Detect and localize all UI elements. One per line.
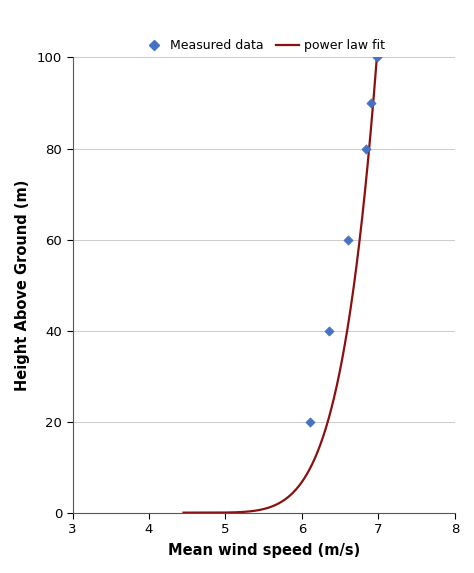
Y-axis label: Height Above Ground (m): Height Above Ground (m) <box>15 179 30 391</box>
Point <box>373 53 381 62</box>
Point <box>325 326 332 335</box>
X-axis label: Mean wind speed (m/s): Mean wind speed (m/s) <box>168 543 360 558</box>
Point <box>368 99 375 108</box>
Point <box>344 235 352 244</box>
Legend: Measured data, power law fit: Measured data, power law fit <box>137 34 390 57</box>
Point <box>306 417 313 426</box>
Point <box>362 144 370 153</box>
